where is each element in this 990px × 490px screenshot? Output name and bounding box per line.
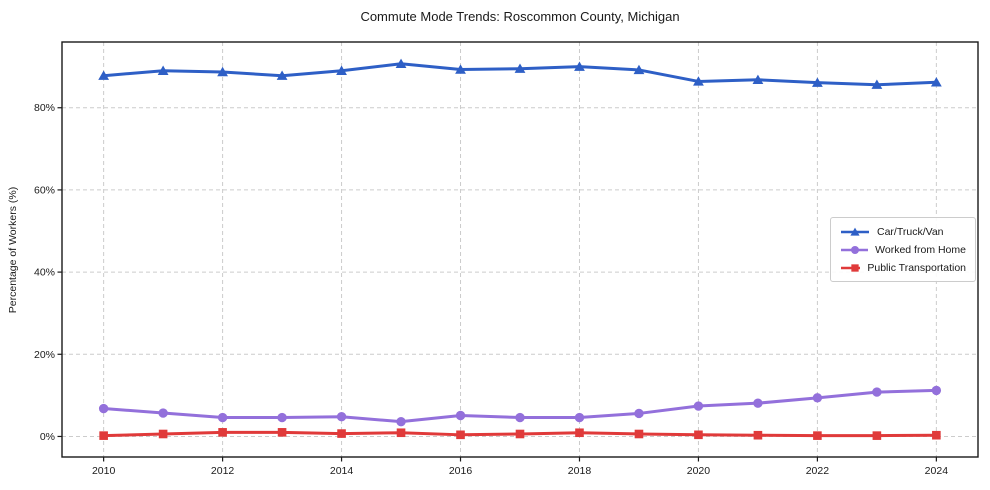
data-point-marker-worked-from-home bbox=[515, 412, 525, 423]
y-tick-label: 0% bbox=[40, 431, 55, 443]
data-point-marker-public-transportation bbox=[218, 428, 227, 437]
y-tick-label: 60% bbox=[34, 184, 55, 196]
data-point-marker-car-truck-van bbox=[395, 58, 407, 68]
data-point-marker-worked-from-home bbox=[693, 401, 704, 411]
x-tick-label: 2022 bbox=[806, 465, 830, 477]
data-point-marker-public-transportation bbox=[158, 429, 168, 439]
x-tick-label: 2020 bbox=[687, 465, 711, 477]
data-point-marker-car-truck-van bbox=[98, 70, 110, 80]
data-point-marker-public-transportation bbox=[396, 428, 406, 438]
x-tick-label: 2010 bbox=[92, 465, 116, 477]
x-tick-label: 2018 bbox=[568, 465, 592, 477]
data-point-marker-worked-from-home bbox=[98, 403, 109, 414]
data-point-marker-public-transportation bbox=[813, 431, 822, 440]
data-point-marker-worked-from-home bbox=[812, 393, 823, 403]
data-point-marker-car-truck-van bbox=[336, 65, 347, 75]
data-point-marker-car-truck-van bbox=[217, 66, 228, 77]
legend-marker-car-truck-van bbox=[850, 227, 860, 236]
legend-item-worked-from-home: Worked from Home bbox=[840, 243, 966, 256]
data-point-marker-worked-from-home bbox=[336, 412, 347, 422]
data-point-marker-car-truck-van bbox=[930, 77, 942, 87]
data-point-marker-car-truck-van bbox=[812, 77, 823, 87]
y-tick-label: 20% bbox=[34, 349, 55, 361]
data-point-marker-public-transportation bbox=[634, 429, 644, 439]
data-point-marker-worked-from-home bbox=[455, 410, 466, 421]
x-tick-label: 2024 bbox=[925, 465, 949, 477]
legend-label-worked-from-home: Worked from Home bbox=[875, 243, 966, 256]
data-point-marker-car-truck-van bbox=[514, 63, 526, 73]
triangle-marker-icon bbox=[841, 227, 869, 236]
legend-item-car-truck-van: Car/Truck/Van bbox=[840, 225, 966, 238]
data-point-marker-public-transportation bbox=[694, 430, 703, 440]
y-axis-label: Percentage of Workers (%) bbox=[7, 187, 19, 313]
data-point-marker-public-transportation bbox=[753, 430, 763, 440]
data-point-marker-worked-from-home bbox=[277, 412, 287, 423]
data-point-marker-worked-from-home bbox=[634, 408, 644, 419]
data-point-marker-car-truck-van bbox=[157, 65, 169, 75]
data-point-marker-worked-from-home bbox=[872, 387, 882, 397]
legend-marker-public-transportation bbox=[851, 263, 859, 272]
data-point-marker-car-truck-van bbox=[871, 79, 883, 89]
legend-label-public-transportation: Public Transportation bbox=[867, 261, 966, 274]
x-tick-label: 2014 bbox=[330, 465, 354, 477]
data-point-marker-car-truck-van bbox=[752, 74, 764, 85]
y-tick-label: 80% bbox=[34, 102, 55, 114]
chart-title: Commute Mode Trends: Roscommon County, M… bbox=[360, 9, 680, 24]
data-point-marker-car-truck-van bbox=[276, 70, 288, 80]
legend: Car/Truck/Van Worked from Home Public Tr… bbox=[830, 217, 976, 282]
data-point-marker-car-truck-van bbox=[574, 61, 585, 71]
data-point-marker-public-transportation bbox=[337, 429, 346, 438]
y-tick-label: 40% bbox=[34, 267, 55, 279]
data-point-marker-worked-from-home bbox=[217, 412, 228, 423]
data-point-marker-worked-from-home bbox=[574, 412, 585, 423]
data-point-marker-public-transportation bbox=[872, 431, 882, 440]
x-tick-label: 2012 bbox=[211, 465, 235, 477]
data-point-marker-public-transportation bbox=[515, 429, 525, 439]
data-point-marker-public-transportation bbox=[456, 430, 465, 440]
legend-marker-worked-from-home bbox=[851, 245, 859, 254]
data-point-marker-worked-from-home bbox=[158, 408, 168, 418]
plot-border bbox=[61, 41, 979, 458]
square-marker-icon bbox=[841, 263, 861, 272]
data-point-marker-worked-from-home bbox=[396, 416, 406, 427]
data-point-marker-public-transportation bbox=[277, 428, 287, 437]
data-point-marker-car-truck-van bbox=[633, 64, 645, 75]
data-point-marker-public-transportation bbox=[575, 428, 584, 438]
data-point-marker-worked-from-home bbox=[931, 385, 942, 396]
data-point-marker-car-truck-van bbox=[693, 76, 704, 86]
data-point-marker-public-transportation bbox=[99, 431, 108, 440]
x-tick-label: 2016 bbox=[449, 465, 473, 477]
circle-marker-icon bbox=[841, 245, 869, 254]
data-point-marker-public-transportation bbox=[932, 430, 941, 440]
legend-item-public-transportation: Public Transportation bbox=[840, 261, 966, 274]
data-point-marker-worked-from-home bbox=[753, 398, 763, 408]
legend-label-car-truck-van: Car/Truck/Van bbox=[877, 225, 944, 238]
data-point-marker-car-truck-van bbox=[455, 64, 466, 74]
